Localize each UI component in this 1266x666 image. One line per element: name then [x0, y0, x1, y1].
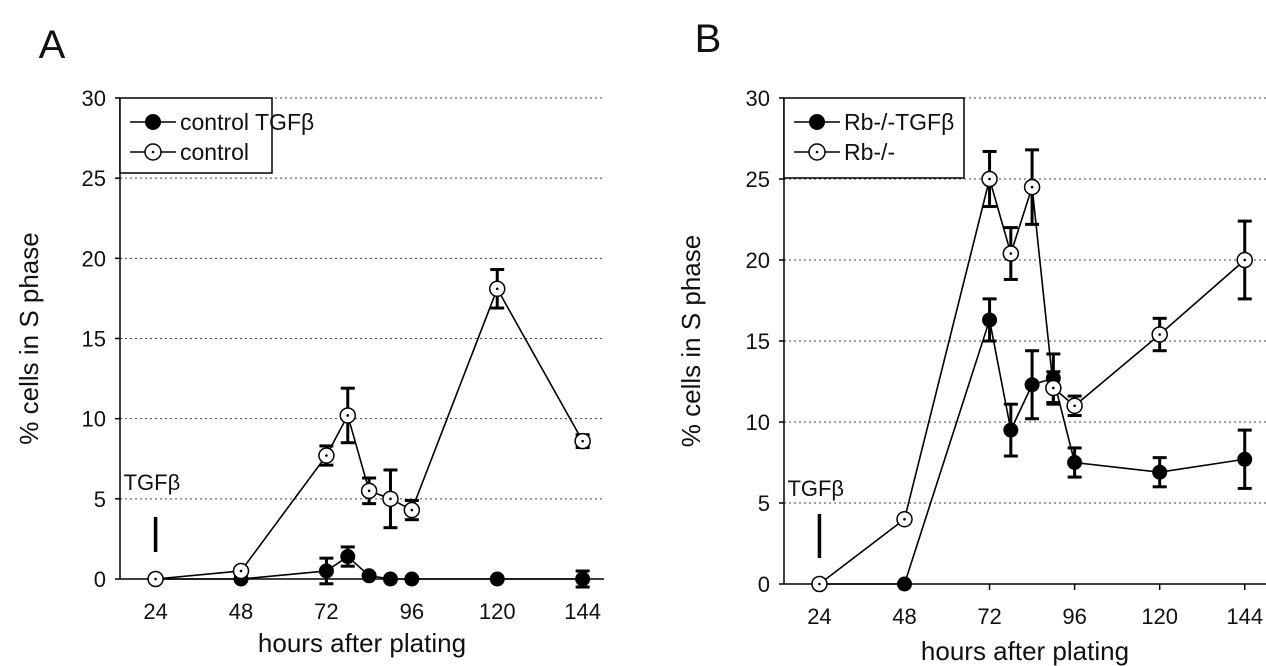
x-tick-label: 144: [564, 599, 601, 624]
panel-label: A: [39, 23, 66, 67]
x-tick-label: 24: [143, 599, 167, 624]
legend-label: Rb-/-TGFβ: [844, 109, 954, 135]
x-tick-label: 48: [892, 604, 916, 629]
data-point-center: [1073, 404, 1076, 408]
data-point-center: [1030, 185, 1034, 189]
data-point-filled: [1024, 377, 1040, 393]
panel-label: B: [695, 17, 722, 61]
legend-marker-filled: [145, 114, 161, 130]
y-tick-label: 15: [82, 327, 106, 352]
data-point-center: [154, 577, 157, 581]
data-point-center: [389, 497, 392, 501]
data-point-center: [903, 517, 906, 521]
data-point-filled: [1067, 455, 1083, 470]
data-point-filled: [897, 576, 912, 592]
x-axis-label: hours after plating: [921, 636, 1129, 666]
data-point-filled: [340, 549, 356, 565]
data-point-center: [367, 489, 371, 493]
legend-marker-center: [815, 150, 819, 154]
data-point-filled: [575, 571, 591, 587]
y-axis-label: % cells in S phase: [14, 232, 44, 444]
x-axis-label: hours after plating: [258, 628, 466, 658]
x-tick-label: 72: [977, 604, 1001, 629]
y-tick-label: 5: [94, 487, 106, 512]
data-point-filled: [404, 571, 420, 587]
legend-label: control TGFβ: [180, 109, 314, 135]
x-tick-label: 72: [314, 599, 338, 624]
y-tick-label: 30: [746, 86, 770, 111]
y-tick-label: 0: [758, 572, 770, 597]
y-tick-label: 20: [746, 248, 770, 273]
y-axis-label: % cells in S phase: [676, 235, 706, 447]
legend-label: Rb-/-: [844, 139, 895, 165]
y-tick-label: 30: [82, 86, 106, 111]
data-point-center: [1009, 252, 1013, 255]
legend-marker-center: [151, 150, 155, 154]
data-point-center: [410, 508, 414, 512]
y-tick-label: 0: [94, 567, 106, 592]
data-point-filled: [982, 312, 998, 328]
y-tick-label: 20: [82, 246, 106, 271]
panel-b: B 0 5 10 15 20 25 30 24 48 72 96 120 144 hours after p…: [676, 17, 1266, 666]
y-tick-label: 15: [746, 329, 770, 354]
data-point-filled: [1237, 451, 1253, 467]
x-tick-label: 24: [807, 604, 831, 629]
x-tick-label: 120: [1141, 604, 1178, 629]
data-point-filled: [1003, 422, 1019, 438]
data-point-center: [818, 582, 821, 586]
data-point-filled: [1152, 464, 1168, 480]
x-tick-label: 96: [400, 599, 424, 624]
x-tick-label: 96: [1062, 604, 1086, 629]
data-point-center: [346, 414, 350, 417]
y-tick-label: 10: [82, 407, 106, 432]
y-tick-label: 5: [758, 491, 770, 516]
series-line: [155, 286, 584, 580]
data-point-center: [1243, 258, 1247, 262]
data-point-center: [1158, 333, 1161, 336]
y-tick-label: 25: [746, 167, 770, 192]
legend-label: control: [180, 139, 249, 165]
y-tick-label: 25: [82, 166, 106, 191]
data-point-filled: [489, 571, 505, 587]
legend-marker-filled: [809, 114, 825, 130]
data-point-center: [581, 439, 584, 443]
data-point-filled: [361, 568, 377, 584]
y-tick-label: 10: [746, 410, 770, 435]
data-point-center: [239, 569, 243, 573]
x-tick-label: 144: [1226, 604, 1263, 629]
tgf-annotation: TGFβ: [124, 470, 181, 495]
panel-a: A 0 5 10 15 20 25 30 24 48 72 96 120 144 hours after p…: [14, 23, 604, 658]
data-point-center: [325, 454, 328, 457]
data-point-center: [1052, 386, 1055, 390]
data-point-center: [988, 177, 991, 181]
data-point-center: [495, 287, 499, 291]
legend-box: [783, 97, 965, 179]
x-tick-label: 48: [229, 599, 253, 624]
data-point-filled: [382, 571, 398, 587]
x-tick-label: 120: [479, 599, 516, 624]
legend-box: [119, 97, 273, 174]
tgf-annotation: TGFβ: [787, 476, 844, 501]
data-point-filled: [318, 563, 334, 579]
